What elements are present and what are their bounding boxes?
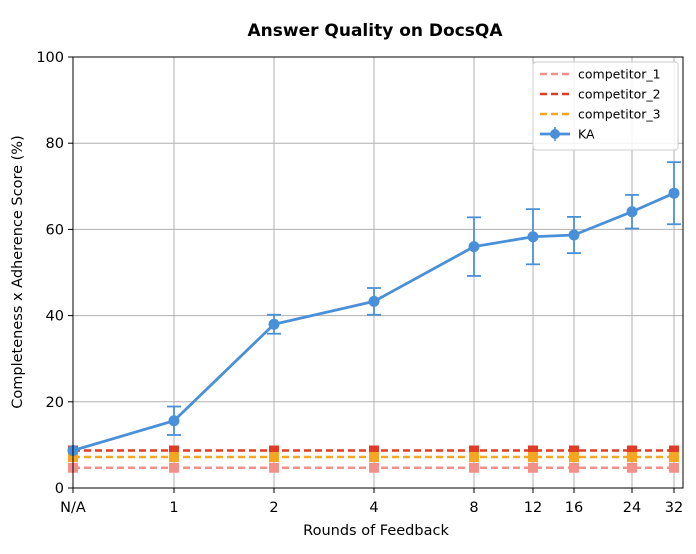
data-point-KA bbox=[368, 295, 380, 307]
series-KA bbox=[67, 161, 681, 457]
data-point-competitor_1 bbox=[669, 462, 679, 473]
legend-label-competitor_1: competitor_1 bbox=[578, 67, 661, 82]
plot-frame bbox=[72, 56, 684, 489]
legend-box bbox=[532, 61, 679, 151]
x-tick-label: 2 bbox=[269, 500, 278, 516]
legend-label-competitor_3: competitor_3 bbox=[578, 107, 661, 122]
x-tick-label: 12 bbox=[524, 500, 542, 516]
data-point-competitor_2 bbox=[627, 445, 637, 456]
data-point-competitor_3 bbox=[528, 451, 538, 462]
y-tick-label: 60 bbox=[46, 222, 64, 238]
data-point-competitor_3 bbox=[669, 451, 679, 462]
x-tick-label: 4 bbox=[369, 500, 378, 516]
series-competitor_3 bbox=[68, 451, 679, 462]
legend: competitor_1 competitor_2 competitor_3 KA bbox=[532, 61, 679, 151]
x-axis-label: Rounds of Feedback bbox=[303, 523, 449, 539]
legend-label-KA: KA bbox=[578, 127, 595, 142]
legend-label-competitor_2: competitor_2 bbox=[578, 87, 661, 102]
chart-title: Answer Quality on DocsQA bbox=[247, 21, 503, 41]
data-point-competitor_3 bbox=[269, 451, 279, 462]
data-point-KA bbox=[527, 231, 539, 243]
x-tick-label: 16 bbox=[565, 500, 583, 516]
data-point-competitor_1 bbox=[369, 462, 379, 473]
data-point-competitor_1 bbox=[627, 462, 637, 473]
data-point-competitor_2 bbox=[528, 445, 538, 456]
data-point-competitor_2 bbox=[469, 445, 479, 456]
y-axis-label: Completeness x Adherence Score (%) bbox=[10, 135, 26, 408]
data-point-competitor_1 bbox=[469, 462, 479, 473]
data-point-competitor_1 bbox=[569, 462, 579, 473]
data-point-competitor_1 bbox=[528, 462, 538, 473]
x-tick-label: 1 bbox=[169, 500, 178, 516]
data-point-KA bbox=[468, 241, 480, 253]
data-point-competitor_3 bbox=[569, 451, 579, 462]
x-tick-label: 32 bbox=[665, 500, 683, 516]
legend-swatch-marker-KA bbox=[550, 129, 560, 139]
x-tick-label: 8 bbox=[469, 500, 478, 516]
data-point-KA bbox=[626, 206, 638, 218]
y-tick-label: 80 bbox=[46, 136, 64, 152]
y-tick-label: 20 bbox=[46, 395, 64, 411]
data-point-competitor_2 bbox=[269, 445, 279, 456]
data-point-competitor_2 bbox=[169, 445, 179, 456]
data-point-KA bbox=[668, 187, 680, 199]
data-point-competitor_1 bbox=[169, 462, 179, 473]
data-point-competitor_3 bbox=[169, 451, 179, 462]
data-point-KA bbox=[568, 229, 580, 241]
data-point-competitor_3 bbox=[469, 451, 479, 462]
y-tick-label: 40 bbox=[46, 309, 64, 325]
x-tick-label: 24 bbox=[623, 500, 641, 516]
data-point-competitor_2 bbox=[369, 445, 379, 456]
data-point-KA bbox=[168, 415, 180, 427]
data-point-KA bbox=[268, 318, 280, 330]
y-tick-label: 100 bbox=[36, 50, 64, 66]
data-point-competitor_2 bbox=[669, 445, 679, 456]
series-lines bbox=[67, 161, 681, 473]
data-point-competitor_2 bbox=[569, 445, 579, 456]
y-tick-label: 0 bbox=[55, 481, 64, 497]
series-competitor_1 bbox=[68, 462, 679, 473]
data-point-competitor_3 bbox=[369, 451, 379, 462]
x-tick-label: N/A bbox=[60, 500, 86, 516]
data-point-competitor_1 bbox=[269, 462, 279, 473]
data-point-competitor_3 bbox=[627, 451, 637, 462]
